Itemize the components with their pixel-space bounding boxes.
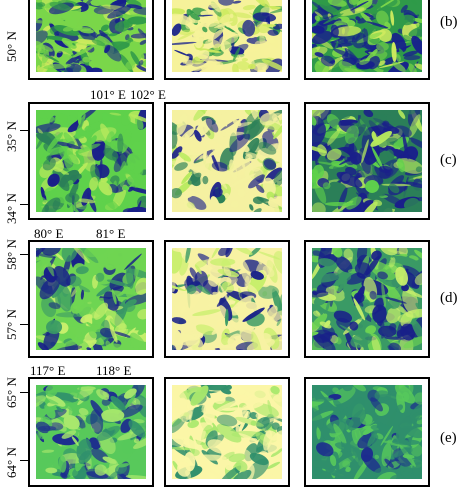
map-panel-b-2	[164, 0, 290, 80]
map-image	[36, 248, 146, 350]
map-svg-e-2	[172, 385, 282, 479]
row-label-d: (d)	[440, 290, 458, 306]
map-panel-e-2	[164, 377, 290, 487]
map-svg-b-2	[172, 0, 282, 72]
map-svg-b-3	[312, 0, 422, 72]
map-panel-b-1	[28, 0, 154, 80]
map-svg-c-1	[36, 110, 146, 212]
row-label-e: (e)	[440, 430, 457, 446]
map-svg-c-2	[172, 110, 282, 212]
map-panel-e-3	[304, 377, 430, 487]
tick	[20, 254, 28, 255]
row-label-b: (b)	[440, 14, 458, 30]
map-image	[36, 110, 146, 212]
map-svg-b-1	[36, 0, 146, 72]
map-svg-d-3	[312, 248, 422, 350]
map-panel-c-1	[28, 102, 154, 220]
map-panel-c-2	[164, 102, 290, 220]
lon-label-d-1: 80° E	[34, 226, 64, 241]
map-image	[312, 110, 422, 212]
map-image	[312, 385, 422, 479]
map-panel-d-3	[304, 240, 430, 358]
map-image	[36, 0, 146, 72]
lat-label-e-2: 64° N	[4, 447, 19, 478]
map-panel-d-2	[164, 240, 290, 358]
map-panel-b-3	[304, 0, 430, 80]
lat-label-e-1: 65° N	[4, 377, 19, 408]
lon-label-d-2: 81° E	[96, 226, 126, 241]
map-image	[312, 0, 422, 72]
map-svg-e-1	[36, 385, 146, 479]
map-svg-d-1	[36, 248, 146, 350]
map-panel-c-3	[304, 102, 430, 220]
tick	[20, 324, 28, 325]
map-image	[172, 385, 282, 479]
tick	[20, 130, 28, 131]
lon-label-c-2: 102° E	[130, 87, 166, 102]
map-image	[312, 248, 422, 350]
lat-label-b-1: 50° N	[4, 31, 19, 62]
map-svg-d-2	[172, 248, 282, 350]
map-image	[172, 0, 282, 72]
row-label-c: (c)	[440, 152, 457, 168]
lon-label-e-2: 118° E	[96, 363, 132, 378]
map-image	[36, 385, 146, 479]
tick	[20, 460, 28, 461]
lat-label-c-2: 34° N	[4, 193, 19, 224]
map-image	[172, 248, 282, 350]
lon-label-c-1: 101° E	[90, 87, 126, 102]
map-image	[172, 110, 282, 212]
map-svg-c-3	[312, 110, 422, 212]
tick	[20, 392, 28, 393]
lat-label-d-2: 57° N	[4, 309, 19, 340]
map-svg-e-3	[312, 385, 422, 479]
lat-label-c-1: 35° N	[4, 121, 19, 152]
lon-label-e-1: 117° E	[30, 363, 66, 378]
lat-label-d-1: 58° N	[4, 239, 19, 270]
tick	[20, 204, 28, 205]
map-panel-e-1	[28, 377, 154, 487]
map-panel-d-1	[28, 240, 154, 358]
